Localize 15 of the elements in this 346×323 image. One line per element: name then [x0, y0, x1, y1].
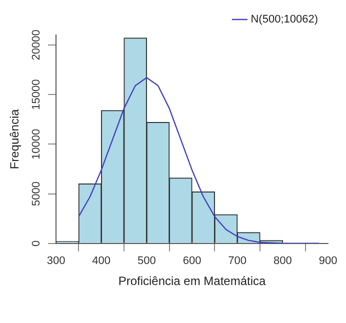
y-tick-label: 5000	[30, 182, 43, 206]
x-tick-label: 400	[92, 255, 111, 268]
x-tick-label: 900	[318, 255, 338, 268]
x-tick-label: 600	[182, 255, 202, 268]
y-tick-label: 0	[30, 240, 43, 246]
x-tick-label: 500	[137, 255, 156, 268]
x-axis-title: Proficiência em Matemática	[118, 274, 266, 288]
y-axis-title: Frequência	[8, 108, 22, 170]
legend-label: N(500;10062)	[250, 14, 318, 26]
y-tick-label: 20000	[30, 30, 43, 60]
x-tick-label: 700	[228, 255, 247, 268]
y-tick-label: 15000	[30, 79, 43, 110]
y-tick-label: 10000	[30, 128, 43, 160]
x-tick-label: 800	[273, 255, 292, 268]
x-tick-label: 300	[46, 255, 66, 268]
